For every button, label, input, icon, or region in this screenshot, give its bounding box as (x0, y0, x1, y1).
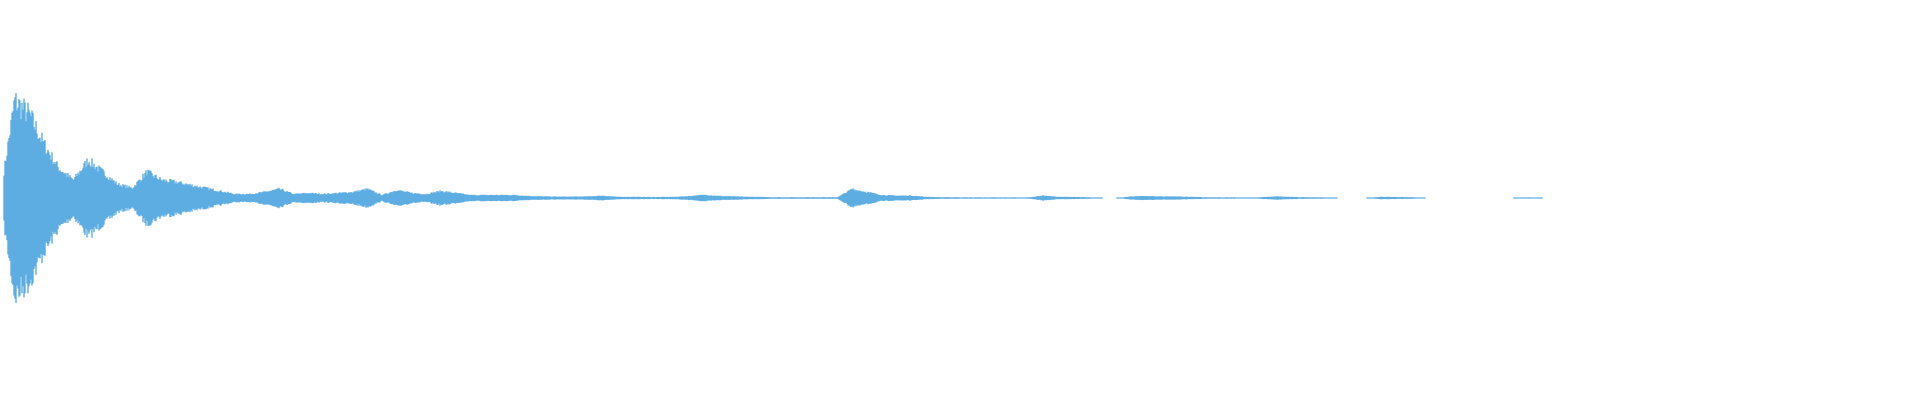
waveform-sample (338, 193, 340, 203)
waveform-sample (484, 195, 487, 201)
waveform-sample (249, 194, 252, 202)
waveform-sample (455, 193, 457, 203)
waveform-sample (778, 197, 781, 199)
waveform-sample (1131, 196, 1133, 200)
waveform-sample (852, 190, 854, 206)
waveform-sample (1381, 196, 1383, 199)
waveform-sample (720, 196, 722, 200)
waveform-sample (573, 196, 575, 200)
waveform-sample (1307, 197, 1310, 199)
waveform-sample (690, 196, 693, 200)
waveform-sample (793, 197, 795, 199)
waveform-sample (1528, 197, 1530, 199)
waveform-sample (1234, 197, 1236, 199)
waveform-sample (411, 193, 413, 203)
waveform-sample (499, 195, 502, 201)
waveform-sample (984, 197, 986, 199)
waveform-sample (352, 192, 355, 204)
waveform-sample (102, 174, 105, 222)
waveform-sample (1322, 197, 1324, 199)
waveform-sample (382, 195, 384, 201)
waveform-sample (1395, 197, 1398, 199)
waveform-sample (866, 192, 869, 204)
waveform-sample (1190, 196, 1192, 199)
waveform-sample (117, 185, 120, 211)
waveform-sample (1043, 195, 1045, 201)
waveform-sample (808, 197, 810, 199)
waveform-sample (264, 192, 266, 204)
waveform-sample (440, 191, 443, 205)
waveform-sample (88, 164, 90, 232)
waveform-sample (675, 196, 678, 199)
waveform-sample (1175, 196, 1177, 200)
waveform-sample (293, 194, 296, 202)
waveform-sample (999, 197, 1001, 199)
waveform-path (3, 93, 1543, 303)
waveform-sample (44, 149, 46, 247)
waveform-sample (146, 174, 149, 222)
waveform-sample (1072, 197, 1075, 199)
waveform-sample (220, 191, 222, 205)
waveform-sample (161, 182, 164, 215)
waveform-sample (73, 182, 75, 215)
waveform-sample (1278, 196, 1280, 200)
waveform-sample (367, 190, 369, 206)
waveform-sample (1204, 197, 1207, 199)
waveform-sample (940, 197, 942, 199)
waveform-sample (1013, 197, 1016, 199)
waveform-sample (587, 196, 590, 200)
waveform-sample (29, 123, 31, 273)
waveform-sample (1028, 197, 1031, 199)
waveform-sample (14, 110, 17, 286)
waveform-sample (191, 186, 193, 210)
waveform-sample (925, 196, 928, 199)
waveform-sample (1263, 197, 1266, 199)
waveform-sample (132, 189, 134, 207)
waveform-sample (969, 197, 972, 199)
waveform-sample (279, 190, 281, 206)
waveform-sample (661, 197, 663, 199)
waveform (3, 93, 1543, 303)
waveform-sample (734, 196, 737, 200)
waveform-sample (764, 197, 766, 199)
waveform-sample (955, 197, 957, 199)
waveform-sample (602, 195, 604, 201)
waveform-sample (470, 195, 472, 201)
waveform-sample (1410, 197, 1413, 199)
waveform-sample (631, 196, 634, 199)
waveform-sample (646, 197, 648, 199)
waveform-sample (822, 197, 825, 199)
waveform-sample (837, 197, 840, 199)
waveform-sample (1058, 196, 1060, 199)
waveform-sample (235, 194, 237, 202)
waveform-sample (58, 171, 61, 225)
waveform-sample (705, 195, 707, 201)
waveform-sample (426, 194, 428, 202)
waveform-sample (1160, 196, 1163, 200)
waveform-sample (543, 196, 546, 200)
waveform-sample (1087, 197, 1089, 199)
waveform-sample (176, 183, 178, 213)
waveform-sample (911, 195, 913, 201)
waveform-sample (514, 195, 516, 201)
waveform-sample (749, 196, 751, 199)
waveform-sample (881, 195, 884, 201)
waveform-sample (205, 189, 208, 207)
waveform-sample (1146, 196, 1148, 200)
waveform-sample (323, 194, 325, 202)
waveform-sample (396, 190, 399, 206)
waveform-sample (1219, 197, 1222, 199)
waveform-sample (896, 195, 898, 201)
waveform-sample (529, 196, 531, 200)
waveform-sample (1293, 197, 1295, 199)
waveform-sample (558, 196, 560, 200)
waveform-sample (617, 196, 619, 199)
waveform-sample (308, 193, 311, 203)
